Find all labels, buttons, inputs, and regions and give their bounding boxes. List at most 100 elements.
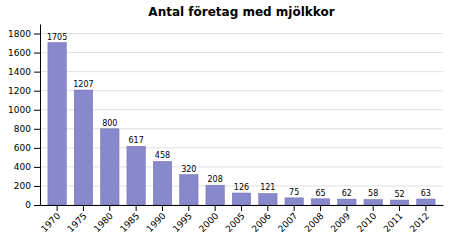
- tick-label: 2000: [197, 211, 220, 234]
- tick: 1975: [65, 205, 88, 234]
- tick: 1000: [8, 105, 40, 115]
- tick-mark: [34, 167, 40, 168]
- bar: [259, 193, 277, 205]
- tick-label: 2006: [250, 211, 273, 234]
- data-label: 52: [394, 190, 404, 199]
- tick-mark: [34, 72, 40, 73]
- axis-line: [40, 25, 41, 206]
- tick-mark: [34, 91, 40, 92]
- data-label: 58: [368, 189, 378, 198]
- tick: 800: [14, 124, 40, 134]
- tick: 1400: [8, 67, 40, 77]
- tick: 2000: [197, 205, 220, 234]
- tick-mark: [267, 205, 268, 211]
- tick-mark: [83, 205, 84, 211]
- tick: 2008: [302, 205, 325, 234]
- tick-mark: [34, 205, 40, 206]
- bar: [180, 175, 198, 205]
- tick-mark: [34, 186, 40, 187]
- tick-label: 1975: [65, 211, 88, 234]
- tick-mark: [57, 205, 58, 211]
- tick: 600: [14, 143, 40, 153]
- bars: [48, 43, 435, 205]
- tick: 1200: [8, 86, 40, 96]
- plot: 0 200 400 600 800 1000 1200 1400 1600 1800 1970197…: [8, 25, 443, 235]
- data-label: 617: [128, 136, 143, 145]
- tick: 1600: [8, 48, 40, 58]
- tick: 1985: [118, 205, 141, 234]
- tick-label: 200: [14, 181, 31, 191]
- tick-label: 2012: [408, 211, 431, 234]
- tick-label: 600: [14, 143, 31, 153]
- tick: 2005: [223, 205, 246, 234]
- tick-mark: [34, 110, 40, 111]
- bar: [311, 199, 329, 205]
- tick-label: 2009: [329, 211, 352, 234]
- tick-label: 2011: [382, 211, 405, 234]
- tick-label: 1800: [8, 29, 31, 39]
- data-label: 63: [421, 189, 431, 198]
- grid: [40, 34, 443, 205]
- tick-label: 800: [14, 124, 31, 134]
- tick-label: 1985: [118, 211, 141, 234]
- tick-mark: [34, 129, 40, 130]
- tick: 2012: [408, 205, 431, 234]
- tick-label: 0: [25, 200, 31, 210]
- tick-mark: [34, 53, 40, 54]
- tick-mark: [188, 205, 189, 211]
- tick-mark: [425, 205, 426, 211]
- tick: 2007: [276, 205, 299, 234]
- tick-label: 1995: [171, 211, 194, 234]
- tick-mark: [109, 205, 110, 211]
- tick-mark: [294, 205, 295, 211]
- grid-line: [40, 52, 443, 53]
- tick-mark: [320, 205, 321, 211]
- tick: 400: [14, 162, 40, 172]
- bar: [390, 200, 408, 205]
- data-label: 65: [315, 189, 325, 198]
- bar: [74, 90, 92, 205]
- data-label: 208: [208, 175, 223, 184]
- tick: 1800: [8, 29, 40, 39]
- chart: 0 200 400 600 800 1000 1200 1400 1600 1800 1970197…: [0, 0, 453, 243]
- data-label: 126: [234, 183, 249, 192]
- data-label: 1705: [47, 33, 67, 42]
- tick-mark: [34, 34, 40, 35]
- x-axis: 1970197519801985199019952000200520062007…: [39, 205, 443, 234]
- bar: [417, 199, 435, 205]
- tick: 2006: [250, 205, 273, 234]
- tick-label: 1980: [92, 211, 115, 234]
- bar: [206, 185, 224, 205]
- tick-mark: [399, 205, 400, 211]
- bar: [364, 199, 382, 205]
- tick-label: 1970: [39, 211, 62, 234]
- tick-mark: [136, 205, 137, 211]
- bar: [127, 146, 145, 205]
- y-axis: 0 200 400 600 800 1000 1200 1400 1600 1800: [8, 25, 40, 211]
- data-labels: 1705120780061745832020812612175656258526…: [47, 33, 431, 199]
- tick: 1970: [39, 205, 62, 234]
- bar: [285, 198, 303, 205]
- tick-label: 1200: [8, 86, 31, 96]
- tick-mark: [215, 205, 216, 211]
- tick: 1995: [171, 205, 194, 234]
- tick-mark: [346, 205, 347, 211]
- tick-mark: [373, 205, 374, 211]
- data-label: 1207: [73, 80, 93, 89]
- page: {"chart_data": {"type": "bar", "title": …: [0, 0, 453, 243]
- data-label: 62: [342, 189, 352, 198]
- tick-label: 2008: [302, 211, 325, 234]
- tick-label: 1990: [144, 211, 167, 234]
- bar: [48, 43, 66, 205]
- tick: 2009: [329, 205, 352, 234]
- data-label: 320: [181, 165, 196, 174]
- tick-label: 1600: [8, 48, 31, 58]
- data-label: 800: [102, 119, 117, 128]
- tick-mark: [162, 205, 163, 211]
- tick: 0: [25, 200, 40, 210]
- tick-label: 2007: [276, 211, 299, 234]
- tick-label: 1000: [8, 105, 31, 115]
- tick: 2011: [382, 205, 405, 234]
- tick: 1980: [92, 205, 115, 234]
- grid-line: [40, 33, 443, 34]
